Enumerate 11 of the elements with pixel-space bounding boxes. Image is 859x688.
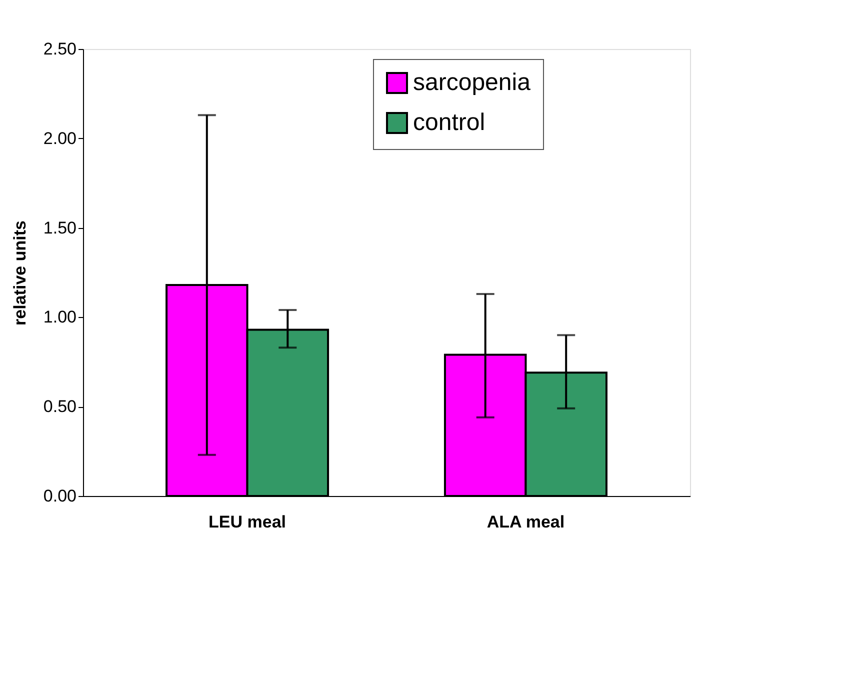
y-tick-label: 2.50	[43, 40, 76, 58]
legend-label: sarcopenia	[413, 69, 532, 96]
y-tick-label: 0.00	[43, 486, 76, 506]
y-axis-title: relative units	[10, 220, 30, 326]
y-tick-label: 1.00	[43, 308, 76, 327]
legend-label: control	[413, 109, 486, 136]
x-tick-label: ALA meal	[486, 512, 565, 532]
y-tick-label: 2.00	[43, 128, 76, 148]
y-tick-label: 1.50	[43, 218, 76, 238]
x-tick-label: LEU meal	[208, 512, 286, 532]
y-tick-label: 0.50	[43, 397, 76, 416]
